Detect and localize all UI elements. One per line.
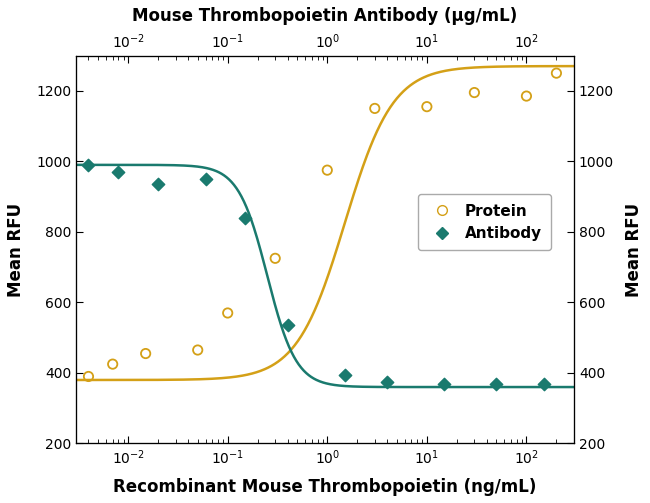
Point [83,372,94,380]
Point [339,371,350,379]
Point [322,166,333,174]
Point [192,346,203,354]
Point [382,378,393,386]
Point [153,180,163,188]
Point [113,168,124,176]
X-axis label: Recombinant Mouse Thrombopoietin (ng/mL): Recombinant Mouse Thrombopoietin (ng/mL) [113,478,537,496]
Point [439,379,450,387]
Point [551,69,562,77]
Point [222,309,233,317]
Y-axis label: Mean RFU: Mean RFU [625,202,643,297]
Point [370,105,380,113]
Point [240,214,250,222]
Point [469,89,480,97]
Legend: Protein, Antibody: Protein, Antibody [418,194,551,250]
X-axis label: Mouse Thrombopoietin Antibody (μg/mL): Mouse Thrombopoietin Antibody (μg/mL) [133,7,517,25]
Point [83,161,94,169]
Point [422,103,432,111]
Point [539,379,549,387]
Point [521,92,532,100]
Point [270,255,280,263]
Y-axis label: Mean RFU: Mean RFU [7,202,25,297]
Point [200,175,211,183]
Point [283,321,293,329]
Point [140,350,151,358]
Point [107,360,118,368]
Point [491,379,502,387]
